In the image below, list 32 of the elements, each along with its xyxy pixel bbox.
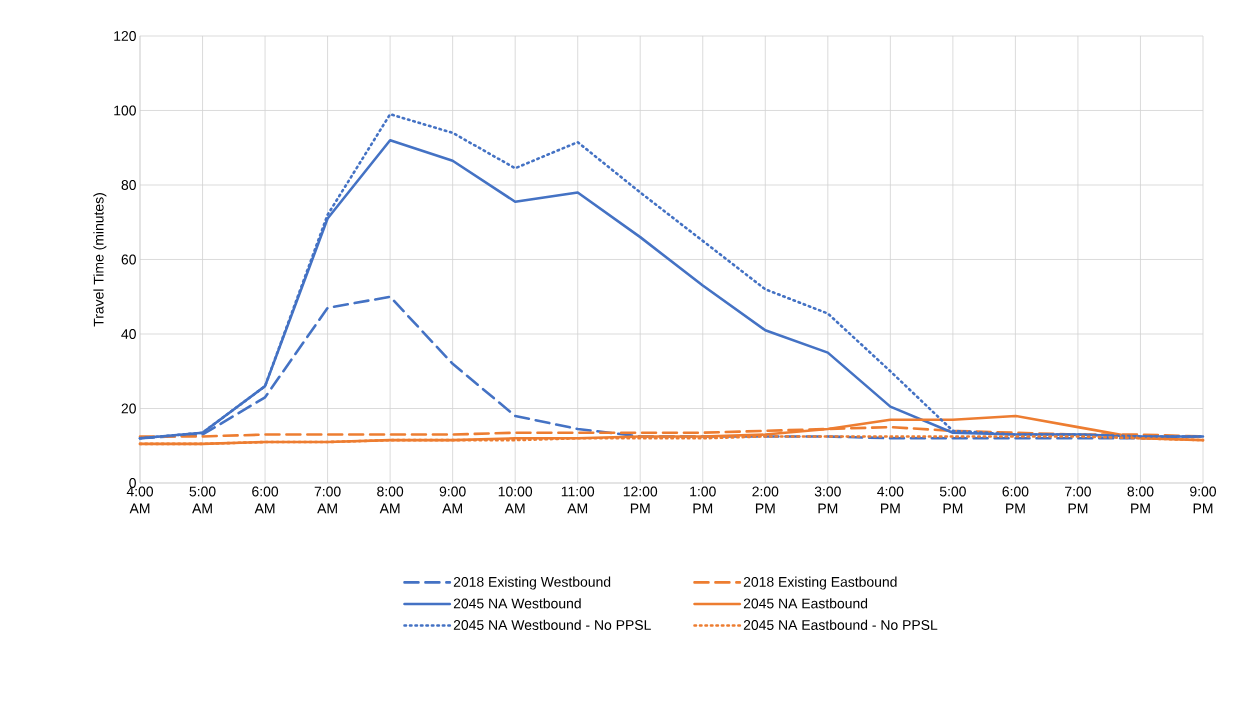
x-tick-label: 11:00 AM (561, 486, 595, 514)
x-tick-label: 4:00 AM (126, 486, 154, 514)
y-tick-label: 80 (121, 180, 136, 190)
x-tick-label: 7:00 AM (314, 486, 341, 514)
x-tick-label: 8:00 PM (1127, 486, 1154, 514)
y-tick-label: 100 (114, 105, 136, 116)
y-tick-label: 120 (114, 31, 136, 41)
legend-label: 2045 NA Westbound - No PPSL (453, 619, 651, 630)
legend-label: 2045 NA Eastbound (743, 598, 868, 609)
y-tick-label: 20 (121, 403, 136, 414)
legend-label: 2018 Existing Westbound (453, 576, 611, 590)
y-tick-label: 60 (121, 254, 136, 265)
y-axis-title: Travel Time (minutes) (93, 193, 107, 327)
x-tick-label: 9:00 PM (1190, 486, 1217, 514)
x-tick-label: 6:00 PM (1002, 486, 1029, 514)
x-tick-label: 9:00 AM (439, 486, 466, 514)
x-tick-label: 1:00 PM (690, 486, 716, 514)
x-tick-label: 7:00 PM (1065, 486, 1091, 514)
x-tick-label: 5:00 PM (939, 486, 966, 514)
x-tick-label: 6:00 AM (252, 486, 279, 514)
x-tick-label: 2:00 PM (752, 486, 779, 514)
legend-label: 2018 Existing Eastbound (743, 576, 897, 590)
x-tick-label: 4:00 PM (877, 486, 904, 514)
x-tick-label: 8:00 AM (377, 486, 404, 514)
legend-label: 2045 NA Eastbound - No PPSL (743, 619, 938, 630)
y-tick-label: 40 (121, 329, 136, 339)
y-tick-label: 0 (129, 478, 136, 488)
x-tick-label: 3:00 PM (814, 486, 841, 514)
x-tick-label: 12:00 PM (623, 486, 658, 514)
x-tick-label: 10:00 AM (498, 486, 533, 514)
x-tick-label: 5:00 AM (189, 486, 216, 514)
legend-label: 2045 NA Westbound (453, 598, 581, 609)
